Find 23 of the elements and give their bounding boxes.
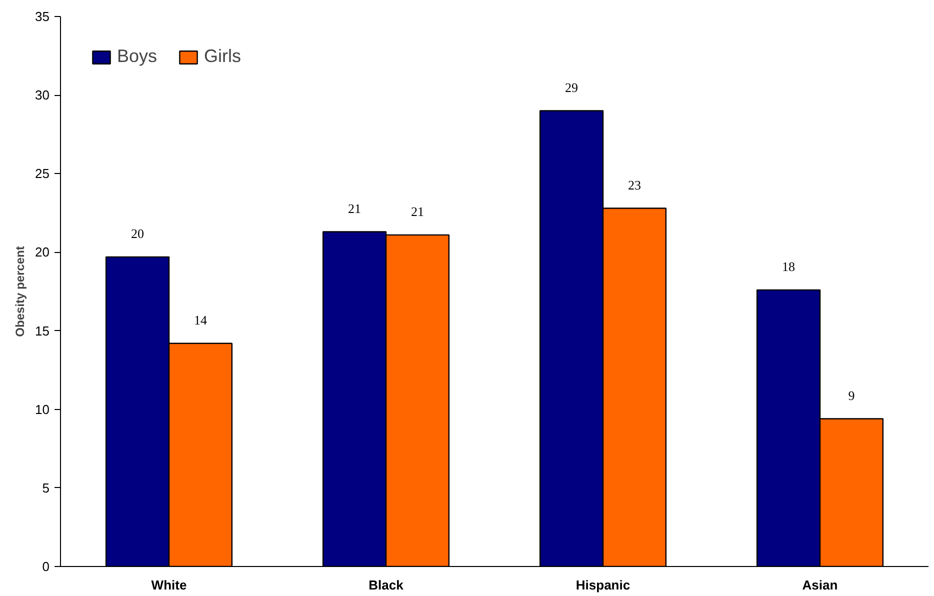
y-tick-label: 15 bbox=[35, 323, 50, 338]
data-label: 14 bbox=[194, 312, 208, 328]
data-label: 9 bbox=[848, 388, 855, 403]
data-label: 23 bbox=[628, 177, 641, 192]
y-tick-label: 20 bbox=[35, 244, 50, 260]
y-tick-label: 10 bbox=[35, 402, 50, 417]
x-tick-label: Asian bbox=[802, 578, 838, 592]
y-tick-label: 35 bbox=[35, 9, 50, 24]
x-tick-label: White bbox=[151, 578, 187, 592]
x-tick-label: Black bbox=[368, 578, 404, 592]
legend-label: Boys bbox=[117, 46, 158, 67]
x-tick-label: Hispanic bbox=[576, 578, 630, 592]
data-label: 20 bbox=[131, 226, 144, 242]
data-label: 21 bbox=[410, 204, 424, 220]
data-label: 21 bbox=[348, 200, 362, 216]
data-label: 29 bbox=[565, 80, 578, 95]
y-tick-label: 30 bbox=[35, 88, 50, 103]
y-tick-label: 25 bbox=[35, 166, 50, 182]
y-axis-title: Obesity percent bbox=[13, 246, 28, 337]
data-label: 18 bbox=[782, 259, 796, 274]
y-tick-label: 5 bbox=[42, 480, 50, 496]
y-tick-label: 0 bbox=[42, 559, 50, 574]
legend-label: Girls bbox=[204, 46, 242, 67]
